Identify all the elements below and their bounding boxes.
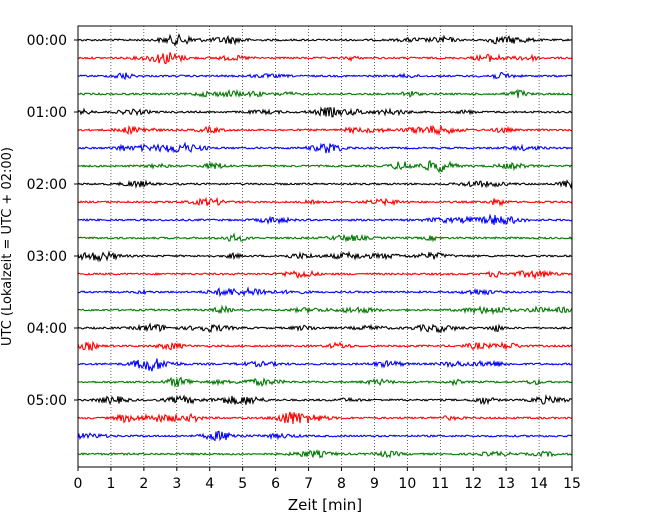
trace-line bbox=[77, 430, 573, 442]
x-tick-label: 0 bbox=[74, 476, 83, 492]
trace-line bbox=[77, 141, 573, 154]
x-axis-ticks: 0 1 2 3 4 5 6 7 8 9 10 11 12 13 14 15 bbox=[74, 467, 581, 492]
trace-line bbox=[77, 213, 573, 226]
trace-line bbox=[77, 106, 573, 118]
y-tick-label: 00:00 bbox=[27, 33, 67, 49]
trace-line bbox=[77, 411, 573, 424]
y-tick-label: 03:00 bbox=[27, 249, 67, 265]
y-axis-label: UTC (Lokalzeit = UTC + 02:00) bbox=[0, 147, 15, 346]
x-tick-label: 1 bbox=[106, 476, 115, 492]
y-tick-label: 05:00 bbox=[27, 393, 67, 409]
plot-frame bbox=[77, 25, 573, 468]
trace-line bbox=[77, 269, 573, 281]
trace-line bbox=[77, 52, 573, 65]
x-tick-label: 10 bbox=[398, 476, 416, 492]
trace-line bbox=[77, 304, 573, 316]
seismic-traces bbox=[77, 32, 573, 459]
trace-line bbox=[77, 71, 573, 81]
x-tick-label: 3 bbox=[172, 476, 181, 492]
trace-line bbox=[77, 124, 573, 136]
y-tick-label: 01:00 bbox=[27, 105, 67, 121]
x-tick-label: 15 bbox=[563, 476, 581, 492]
y-tick-label: 02:00 bbox=[27, 177, 67, 193]
trace-line bbox=[77, 340, 573, 352]
x-tick-label: 13 bbox=[497, 476, 515, 492]
trace-line bbox=[77, 286, 573, 298]
trace-line bbox=[77, 449, 573, 459]
x-tick-label: 8 bbox=[337, 476, 346, 492]
trace-line bbox=[77, 88, 573, 99]
trace-line bbox=[77, 250, 573, 263]
x-tick-label: 7 bbox=[304, 476, 313, 492]
trace-line bbox=[77, 196, 573, 207]
x-tick-label: 2 bbox=[139, 476, 148, 492]
y-tick-label: 04:00 bbox=[27, 321, 67, 337]
x-tick-label: 11 bbox=[431, 476, 449, 492]
x-tick-label: 14 bbox=[530, 476, 548, 492]
x-tick-label: 12 bbox=[464, 476, 482, 492]
trace-line bbox=[77, 32, 573, 47]
trace-line bbox=[77, 159, 573, 174]
trace-line bbox=[77, 394, 573, 406]
trace-line bbox=[77, 376, 573, 388]
trace-line bbox=[77, 232, 573, 243]
x-tick-label: 4 bbox=[205, 476, 214, 492]
y-axis-ticks: 00:00 01:00 02:00 03:00 04:00 05:00 bbox=[27, 33, 78, 409]
x-tick-label: 5 bbox=[238, 476, 247, 492]
x-axis-label: Zeit [min] bbox=[288, 496, 362, 514]
x-tick-label: 9 bbox=[370, 476, 379, 492]
trace-line bbox=[77, 358, 573, 372]
trace-line bbox=[77, 322, 573, 334]
x-tick-label: 6 bbox=[271, 476, 280, 492]
trace-line bbox=[77, 179, 573, 190]
